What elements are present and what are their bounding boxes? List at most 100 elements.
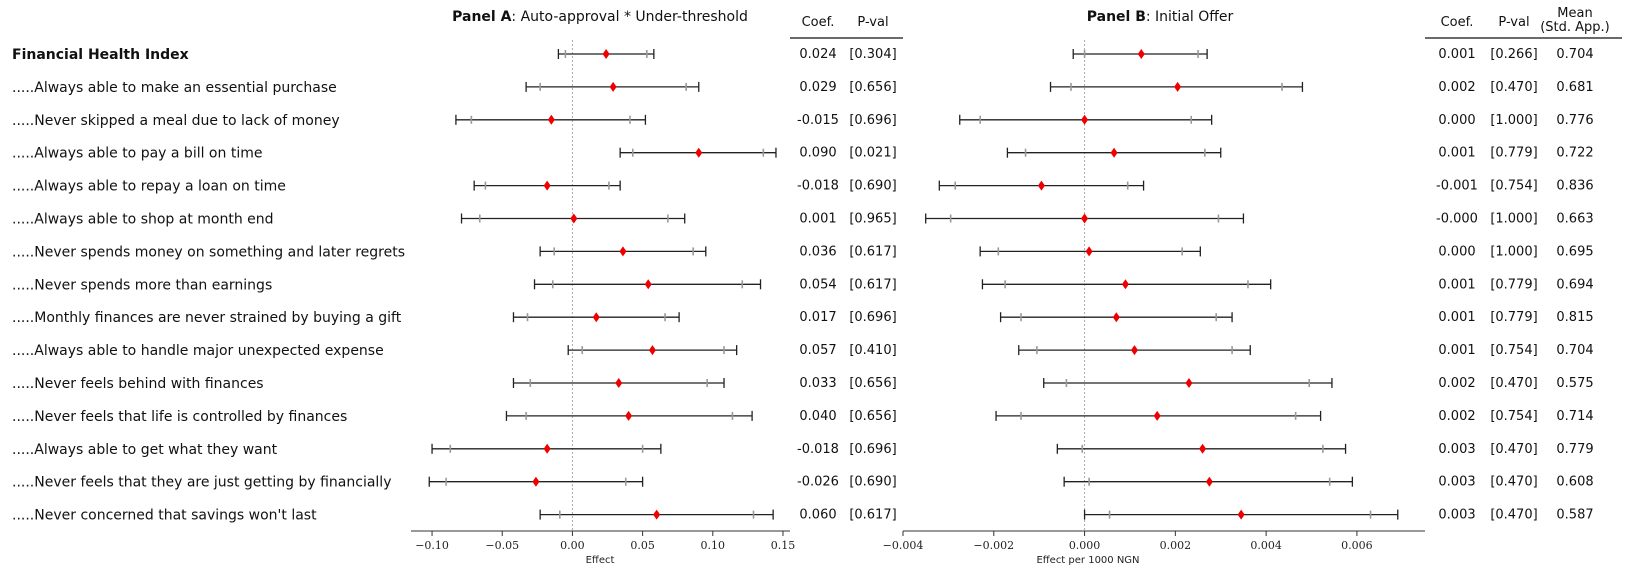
panel-b-estimate-row — [999, 312, 1233, 323]
panel-a-coef-cell: 0.036 — [799, 244, 836, 259]
point-estimate-marker — [1199, 443, 1207, 454]
panel-a-coef-cell: 0.017 — [799, 310, 836, 325]
panel-a-pval-cell: [0.304] — [849, 47, 896, 62]
row-label: .....Always able to make an essential pu… — [12, 80, 337, 96]
panel-a-estimate-row — [557, 49, 655, 59]
panel-b-pval-cell: [0.754] — [1490, 343, 1537, 358]
panel-b-estimate-row — [981, 279, 1272, 290]
panel-b-estimate-row — [1056, 443, 1347, 454]
panel-a-title: Panel A: Auto-approval * Under-threshold — [452, 9, 748, 25]
row-label: .....Always able to get what they want — [12, 442, 278, 458]
panel-b-estimate-row — [1043, 378, 1333, 388]
point-estimate-marker — [653, 509, 661, 520]
panel-b-pval-cell: [0.266] — [1490, 47, 1537, 62]
panel-b-pval-cell: [1.000] — [1490, 113, 1537, 128]
panel-b-mean-cell: 0.704 — [1556, 343, 1593, 358]
panel-a-coef-cell: 0.090 — [799, 146, 836, 161]
panel-b-mean-cell: 0.695 — [1556, 244, 1593, 259]
panel-a-tick-label: 0.05 — [630, 539, 655, 552]
row-label: .....Never feels that they are just gett… — [12, 475, 391, 491]
panel-a-pval-cell: [0.696] — [849, 113, 896, 128]
panel-b-estimate-row — [1049, 81, 1304, 92]
panel-a-pval-cell: [0.696] — [849, 310, 896, 325]
panel-b-estimate-row — [995, 410, 1322, 421]
panel-b-mean-cell: 0.663 — [1556, 212, 1593, 227]
panel-a-coef-cell: -0.015 — [797, 113, 839, 128]
panel-b-header-pval: P-val — [1498, 15, 1529, 30]
point-estimate-marker — [1037, 180, 1045, 191]
panel-a-title-bold: Panel A — [452, 9, 511, 25]
panel-b-pval-cell: [0.470] — [1490, 80, 1537, 95]
point-estimate-marker — [1112, 312, 1120, 323]
panel-b-header-coef: Coef. — [1441, 15, 1474, 30]
panel-b-coef-cell: -0.001 — [1436, 179, 1478, 194]
point-estimate-marker — [1110, 147, 1118, 158]
panel-b-pval-cell: [0.470] — [1490, 508, 1537, 523]
panel-a-pval-cell: [0.690] — [849, 179, 896, 194]
panel-a-coef-cell: -0.018 — [797, 442, 839, 457]
panel-b-coef-cell: 0.002 — [1438, 80, 1475, 95]
panel-a-xlabel: Effect — [586, 555, 615, 566]
panel-b-tick-label: 0.004 — [1250, 539, 1282, 552]
row-label: .....Never feels that life is controlled… — [12, 409, 347, 425]
row-label: .....Always able to shop at month end — [12, 212, 274, 228]
point-estimate-marker — [609, 81, 617, 92]
panel-a-tick-label: 0.15 — [771, 539, 796, 552]
point-estimate-marker — [1081, 213, 1089, 224]
panel-a-estimate-row — [525, 81, 700, 92]
panel-b-coef-cell: 0.002 — [1438, 409, 1475, 424]
panel-a-pval-cell: [0.617] — [849, 277, 896, 292]
point-estimate-marker — [625, 410, 633, 421]
panel-a: Panel A: Auto-approval * Under-threshold… — [411, 9, 903, 566]
panel-a-coef-cell: 0.040 — [799, 409, 836, 424]
panel-a-estimate-row — [539, 246, 707, 257]
panel-b-estimate-row — [1063, 476, 1354, 487]
panel-b-pval-cell: [0.779] — [1490, 310, 1537, 325]
panel-b-mean-cell: 0.681 — [1556, 80, 1593, 95]
panel-a-tick-label: 0.00 — [560, 539, 585, 552]
panel-b-mean-cell: 0.587 — [1556, 508, 1593, 523]
row-label: .....Never feels behind with finances — [12, 376, 264, 392]
panel-a-pval-cell: [0.617] — [849, 244, 896, 259]
row-labels: Financial Health Index .....Always able t… — [12, 47, 405, 524]
panel-b-coef-cell: 0.003 — [1438, 508, 1475, 523]
panel-a-coef-cell: -0.026 — [797, 475, 839, 490]
point-estimate-marker — [648, 345, 656, 356]
row-label: .....Never spends money on something and… — [12, 244, 405, 260]
point-estimate-marker — [1137, 49, 1145, 59]
panel-b-pval-cell: [0.779] — [1490, 277, 1537, 292]
point-estimate-marker — [1085, 246, 1093, 257]
panel-b-tick-label: −0.004 — [883, 539, 924, 552]
panel-b-pval-cell: [0.470] — [1490, 376, 1537, 391]
panel-a-table: 0.024 [0.304] 0.029 [0.656] -0.015 [0.696] 0.0… — [797, 47, 897, 523]
panel-a-estimate-row — [512, 378, 725, 388]
panel-b-estimate-row — [1083, 509, 1399, 520]
point-estimate-marker — [547, 114, 555, 125]
point-estimate-marker — [543, 180, 551, 191]
panel-b-mean-cell: 0.815 — [1556, 310, 1593, 325]
panel-b-pval-cell: [0.470] — [1490, 442, 1537, 457]
row-label: .....Always able to handle major unexpec… — [12, 343, 384, 359]
panel-b-tick-label: 0.006 — [1341, 539, 1373, 552]
panel-b-coef-cell: 0.000 — [1438, 113, 1475, 128]
panel-b-tick-label: −0.002 — [973, 539, 1014, 552]
panel-b-coef-cell: 0.002 — [1438, 376, 1475, 391]
panel-a-coef-cell: 0.024 — [799, 47, 836, 62]
point-estimate-marker — [1237, 509, 1245, 520]
panel-a-estimate-row — [505, 410, 753, 421]
panel-b-pval-cell: [0.754] — [1490, 179, 1537, 194]
panel-a-coef-cell: 0.001 — [799, 212, 836, 227]
panel-b-mean-cell: 0.575 — [1556, 376, 1593, 391]
panel-a-estimate-row — [473, 180, 621, 191]
panel-b-estimate-row — [1072, 49, 1208, 59]
point-estimate-marker — [1185, 378, 1193, 388]
panel-a-estimate-row — [533, 279, 762, 290]
panel-a-x-axis: −0.10 −0.05 0.00 0.05 0.10 0.15 — [411, 530, 796, 552]
panel-a-pval-cell: [0.965] — [849, 212, 896, 227]
panel-a-pval-cell: [0.690] — [849, 475, 896, 490]
panel-a-pval-cell: [0.021] — [849, 146, 896, 161]
panel-b-mean-cell: 0.776 — [1556, 113, 1593, 128]
panel-b-estimate-row — [938, 180, 1145, 191]
point-estimate-marker — [1174, 81, 1182, 92]
panel-b-coef-cell: 0.001 — [1438, 310, 1475, 325]
